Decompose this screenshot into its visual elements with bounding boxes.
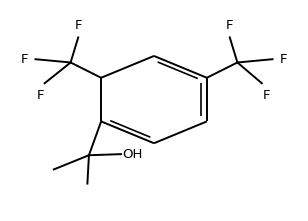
Text: F: F [36,89,44,102]
Text: F: F [263,89,270,102]
Text: F: F [280,53,288,66]
Text: F: F [75,19,82,32]
Text: F: F [226,19,233,32]
Text: OH: OH [123,148,143,161]
Text: F: F [20,53,28,66]
